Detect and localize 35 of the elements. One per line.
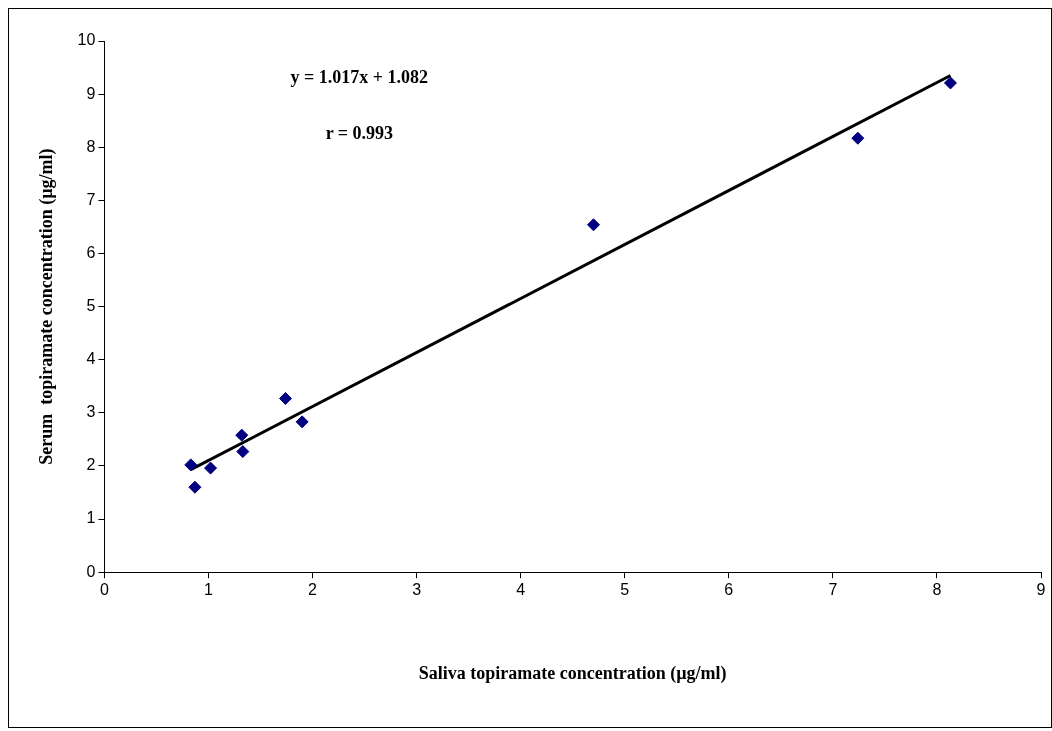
- x-tick-label: 9: [1036, 581, 1046, 599]
- point: [943, 76, 957, 90]
- x-tick-label: 1: [204, 581, 214, 599]
- x-tick-label: 2: [308, 581, 318, 599]
- point: [235, 428, 249, 442]
- x-tick-label: 0: [99, 581, 109, 599]
- point: [278, 392, 292, 405]
- point: [184, 458, 198, 472]
- y-tick-label: 3: [86, 403, 96, 421]
- point: [295, 415, 309, 429]
- y-tick-label: 5: [86, 297, 96, 315]
- x-tick-label: 8: [932, 581, 942, 599]
- x-tick-label: 6: [724, 581, 734, 599]
- annotation: y = 1.017x + 1.082: [290, 66, 429, 87]
- x-tick-label: 7: [828, 581, 838, 599]
- y-tick-label: 8: [86, 137, 96, 155]
- point: [851, 131, 865, 145]
- point: [587, 218, 601, 232]
- point: [236, 445, 250, 459]
- y-tick-label: 7: [86, 190, 96, 208]
- y-tick-label: 2: [86, 456, 96, 474]
- point: [188, 480, 202, 494]
- y-tick-label: 0: [86, 562, 96, 580]
- y-axis-title: Serum topiramate concentration (µg/ml): [36, 148, 58, 465]
- y-tick-label: 1: [86, 509, 96, 527]
- x-tick-label: 3: [412, 581, 422, 599]
- x-tick-label: 4: [516, 581, 526, 599]
- x-tick-label: 5: [620, 581, 630, 599]
- y-tick-label: 10: [77, 31, 96, 49]
- x-axis-title: Saliva topiramate concentration (µg/ml): [418, 662, 727, 684]
- point: [204, 461, 218, 475]
- y-tick-label: 9: [86, 84, 96, 102]
- annotation: r = 0.993: [325, 122, 394, 143]
- y-tick-label: 6: [86, 243, 96, 261]
- y-tick-label: 4: [86, 350, 96, 368]
